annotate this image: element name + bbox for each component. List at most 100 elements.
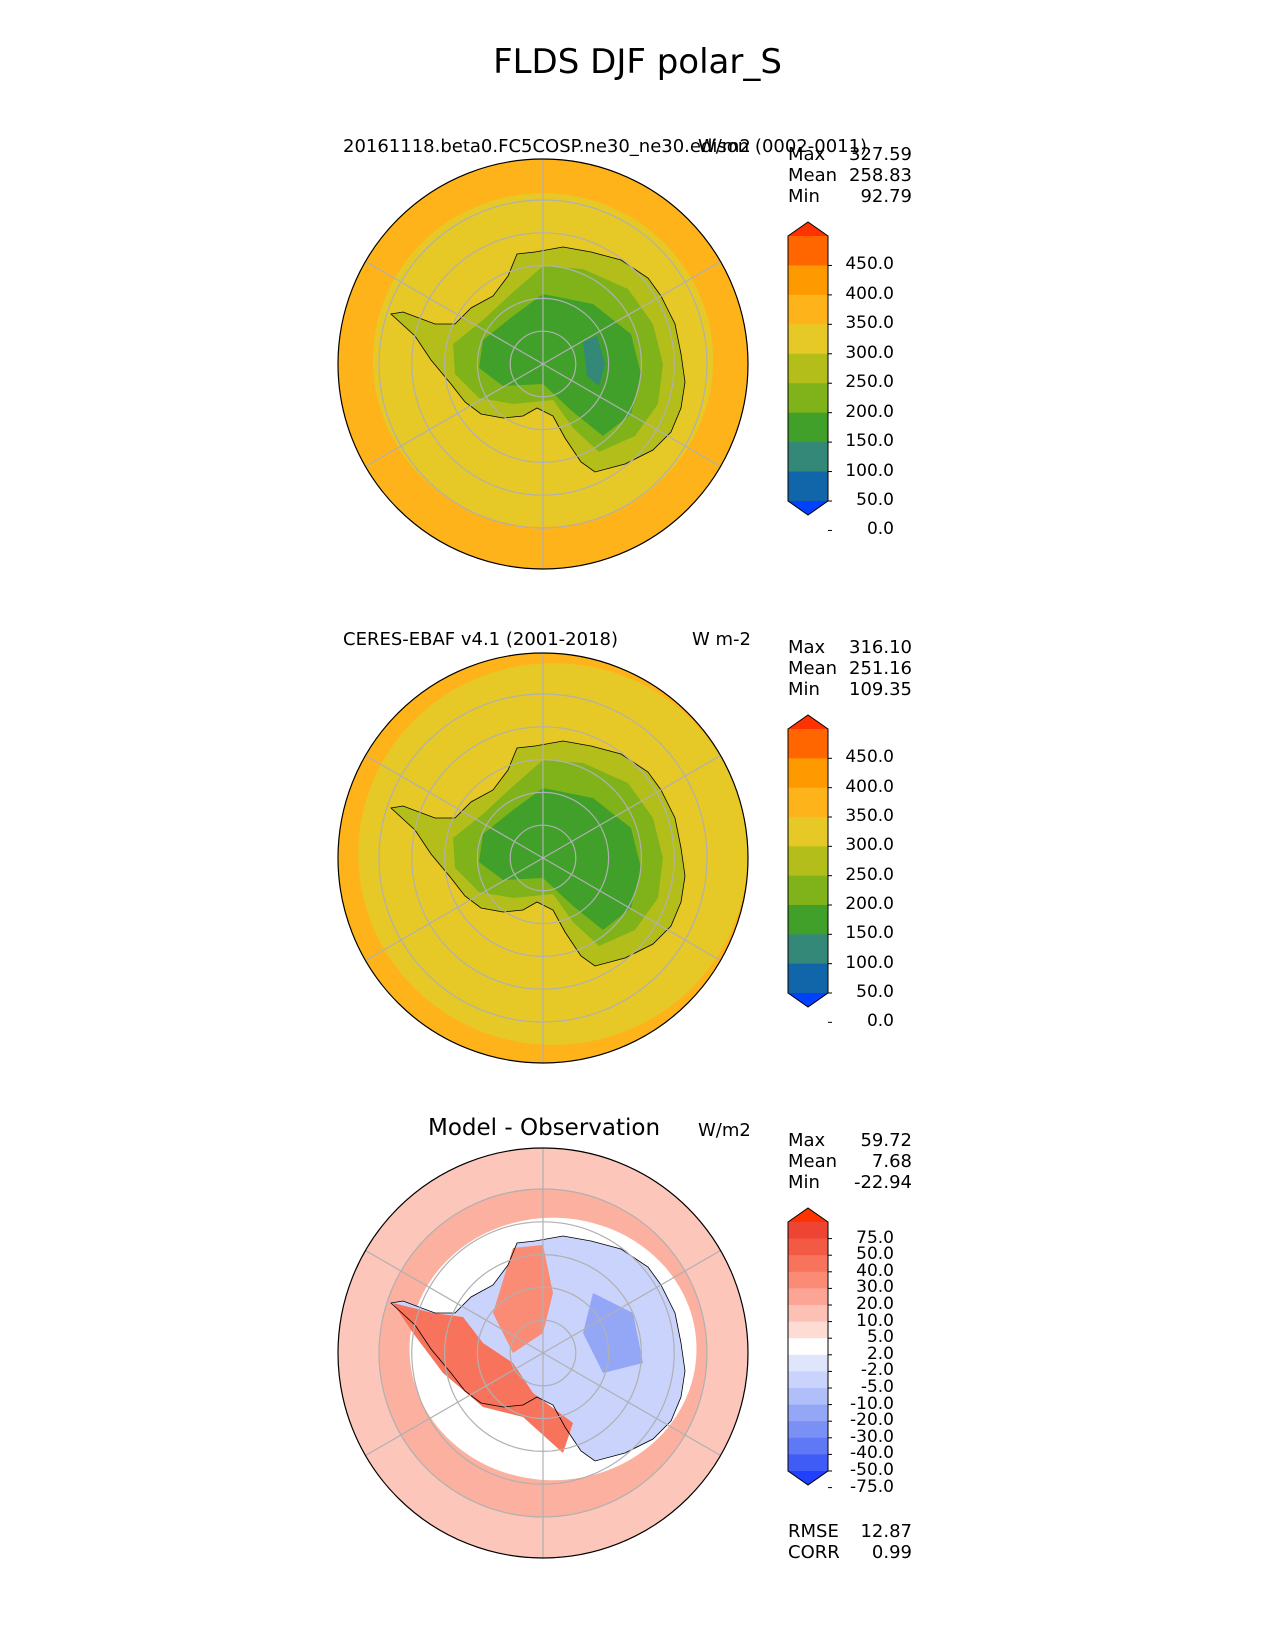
colorbar-segment xyxy=(788,1338,828,1356)
stat-max: 316.10 xyxy=(849,637,912,658)
polar-map-panel-1 xyxy=(337,652,749,1064)
meridian-line xyxy=(365,857,544,962)
panel-1-title: 20161118.beta0.FC5COSP.ne30_ne30.edison … xyxy=(343,136,868,157)
colorbar-tick-label: 50.0 xyxy=(856,490,894,510)
colorbar-segment xyxy=(788,1222,828,1240)
colorbar-tick-label: 450.0 xyxy=(845,747,894,768)
colorbar-tick-label: -40.0 xyxy=(850,1443,894,1464)
colorbar-tick-label: 350.0 xyxy=(845,313,894,334)
colorbar-tick-label: 40.0 xyxy=(856,1260,894,1281)
stat-max: 59.72 xyxy=(860,1130,912,1151)
map-boundary xyxy=(337,158,749,570)
stat-label: Min xyxy=(788,186,820,207)
colorbar-tick-label: -30.0 xyxy=(850,1426,894,1447)
corr-label: CORR xyxy=(788,1542,840,1563)
colorbar-tick-label: 75.0 xyxy=(856,1227,894,1248)
colorbar-segment xyxy=(788,963,828,994)
stat-mean: 7.68 xyxy=(871,1151,912,1172)
colorbar-segment xyxy=(788,353,828,384)
meridian-line xyxy=(542,857,721,962)
colorbar-segment xyxy=(788,905,828,935)
colorbar-segment xyxy=(788,1238,828,1256)
meridian-line xyxy=(365,1352,544,1457)
meridian-line xyxy=(365,1249,544,1354)
colorbar-segment xyxy=(788,1404,828,1422)
stat-label: Mean xyxy=(788,1151,838,1172)
colorbar-3 xyxy=(787,1207,832,1489)
diff-positive-interior xyxy=(493,1245,553,1353)
polar-map-panel-0 xyxy=(337,158,749,570)
stat-label: Min xyxy=(788,1172,820,1193)
colorbar-tick-label: 300.0 xyxy=(845,342,894,363)
stat-mean: 251.16 xyxy=(849,658,912,679)
colorbar-tick-label: 400.0 xyxy=(845,283,894,304)
meridian-line xyxy=(542,1352,721,1457)
colorbar-1 xyxy=(787,221,832,531)
colorbar-tick-label: -5.0 xyxy=(860,1377,894,1397)
colorbar-tick-label: 0.0 xyxy=(866,519,894,540)
colorbar-segment xyxy=(788,1354,828,1372)
stat-min: 92.79 xyxy=(860,186,912,207)
diff-negative-land xyxy=(391,1236,685,1461)
meridian-line xyxy=(542,363,721,468)
colorbar-tick-label: 200.0 xyxy=(845,894,894,914)
map-boundary xyxy=(337,1147,749,1559)
colorbar-segment xyxy=(788,1321,828,1339)
meridian-line xyxy=(542,1249,721,1354)
colorbar-segment xyxy=(788,729,828,759)
panel-3-stats: Max 59.72 Mean 7.68 Min -22.94 xyxy=(788,1130,912,1193)
colorbar-tick-label: 150.0 xyxy=(845,431,894,452)
colorbar-tick-label: 5.0 xyxy=(866,1327,894,1348)
land-fill-core xyxy=(479,294,641,436)
colorbar-segment xyxy=(788,471,828,502)
colorbar-segment xyxy=(788,324,828,355)
colorbar-tick-label: -10.0 xyxy=(850,1393,894,1414)
panel-2-units: W m-2 xyxy=(692,629,752,650)
panel-1-units: W/m2 xyxy=(698,136,751,157)
graticule xyxy=(365,653,721,1063)
coastline xyxy=(390,1235,686,1462)
land-fill-min xyxy=(583,336,605,386)
colorbar-segment xyxy=(788,236,828,266)
stat-label: Min xyxy=(788,679,820,700)
panel-3-title: Model - Observation xyxy=(428,1115,661,1141)
graticule xyxy=(365,1148,721,1558)
stat-min: -22.94 xyxy=(853,1172,912,1193)
colorbar-tick-label: 10.0 xyxy=(856,1310,894,1331)
stat-max: 327.59 xyxy=(849,144,912,165)
colorbar-tick-label: 30.0 xyxy=(856,1277,894,1298)
meridian-line xyxy=(365,363,544,468)
colorbar-extend-max xyxy=(788,1208,828,1222)
colorbar-tick-label: 400.0 xyxy=(845,776,894,797)
colorbar-segment xyxy=(788,1255,828,1273)
colorbar-segment xyxy=(788,265,828,296)
panel-3-units: W/m2 xyxy=(698,1120,751,1141)
meridian-line xyxy=(542,754,721,859)
diff-positive-peninsula xyxy=(393,1303,573,1453)
colorbar-segment xyxy=(788,1437,828,1455)
colorbar-segment xyxy=(788,1454,828,1472)
colorbar-segment xyxy=(788,1421,828,1439)
colorbar-segment xyxy=(788,1288,828,1306)
colorbar-extend-min xyxy=(788,501,828,515)
stat-label: Max xyxy=(788,1130,826,1151)
colorbar-segment xyxy=(788,412,828,443)
meridian-line xyxy=(365,260,544,365)
colorbar-tick-label: 100.0 xyxy=(845,952,894,973)
stat-mean: 258.83 xyxy=(849,165,912,186)
panel-3-metrics: RMSE 12.87 CORR 0.99 xyxy=(788,1521,912,1563)
stat-label: Mean xyxy=(788,165,838,186)
colorbar-segment xyxy=(788,787,828,818)
corr-value: 0.99 xyxy=(871,1542,912,1563)
stat-label: Max xyxy=(788,637,826,658)
meridian-line xyxy=(542,260,721,365)
colorbar-tick-label: 250.0 xyxy=(845,372,894,393)
rmse-label: RMSE xyxy=(788,1521,839,1542)
meridian-line xyxy=(365,754,544,859)
graticule xyxy=(365,159,721,569)
colorbar-tick-label: 0.0 xyxy=(866,1011,894,1032)
colorbar-tick-label: 300.0 xyxy=(845,835,894,856)
map-boundary xyxy=(337,652,749,1064)
colorbar-segment xyxy=(788,1271,828,1289)
panel-1-stats: Max 327.59 Mean 258.83 Min 92.79 xyxy=(788,144,912,207)
